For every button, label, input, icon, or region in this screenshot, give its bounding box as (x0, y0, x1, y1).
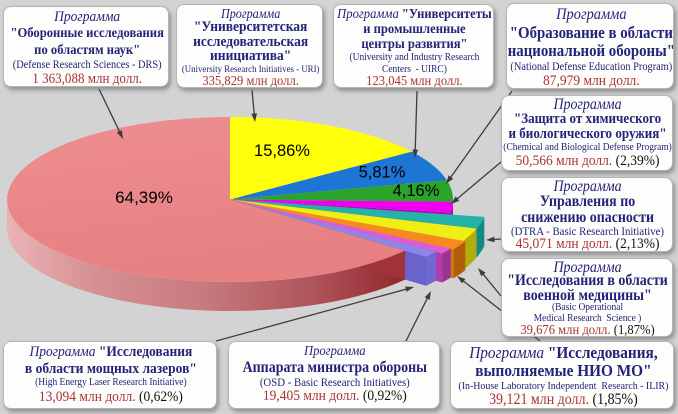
svg-text:64,39%: 64,39% (115, 188, 173, 207)
svg-text:4,16%: 4,16% (393, 182, 440, 200)
svg-text:5,81%: 5,81% (359, 164, 406, 182)
svg-text:15,86%: 15,86% (254, 142, 310, 160)
